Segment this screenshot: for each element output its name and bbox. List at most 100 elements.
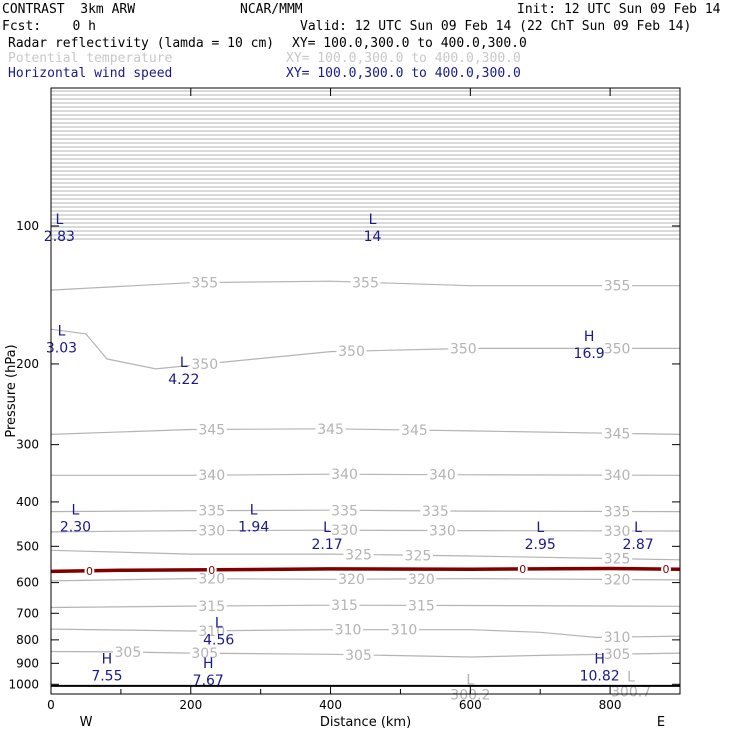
theta-label-bg — [602, 550, 633, 567]
wind-extremum-value: 2.83 — [44, 229, 75, 245]
field-name-reflectivity: Radar reflectivity (lamda = 10 cm) — [8, 36, 275, 51]
theta-label-bg — [602, 571, 633, 588]
theta-label-bg — [427, 466, 458, 483]
theta-label-350: 350 — [604, 341, 631, 357]
wind-extremum-value: 10.82 — [580, 669, 620, 685]
theta-label-340: 340 — [198, 468, 225, 484]
wind-extremum-type: L — [215, 616, 223, 632]
wind-extremum-type: H — [102, 652, 113, 668]
theta-label-320: 320 — [198, 572, 225, 588]
field-name-theta: Potential temperature — [8, 51, 173, 66]
theta-label-bg — [399, 422, 430, 439]
wind-extremum-type: L — [634, 520, 642, 536]
theta-label-bg — [196, 622, 227, 639]
wind-extremum-type: L — [250, 502, 258, 518]
wind-extremum-type: L — [323, 520, 331, 536]
theta-label-355: 355 — [191, 276, 218, 292]
y-tick-label: 600 — [16, 576, 39, 590]
theta-label-bg — [333, 621, 364, 638]
x-tick-label: 200 — [179, 698, 202, 712]
theta-label-355: 355 — [604, 279, 631, 295]
theta-label-330: 330 — [429, 524, 456, 540]
wind-extremum-value: 2.30 — [60, 519, 91, 535]
wind-extremum-value: 7.67 — [193, 673, 224, 689]
theta-label-345: 345 — [198, 422, 225, 438]
wind-extremum-type: L — [72, 502, 80, 518]
theta-label-350: 350 — [338, 344, 365, 360]
field-xy-wind: XY= 100.0,300.0 to 400.0,300.0 — [286, 66, 521, 81]
theta-label-bg — [315, 420, 346, 437]
theta-label-340: 340 — [429, 468, 456, 484]
model-title: CONTRAST 3km ARW — [2, 2, 136, 17]
reflectivity-zero-line — [50, 566, 681, 574]
y-tick-label: 100 — [16, 219, 39, 233]
theta-label-bg — [448, 340, 479, 357]
theta-label-345: 345 — [401, 423, 428, 439]
theta-contour-335 — [51, 509, 680, 513]
theta-extremum-type: L — [466, 672, 474, 688]
theta-label-310: 310 — [604, 630, 631, 646]
theta-label-325: 325 — [345, 548, 372, 564]
reflectivity-label-bg — [84, 565, 95, 576]
y-tick-label: 1000 — [8, 677, 39, 691]
wind-extremum-type: H — [203, 656, 214, 672]
x-tick-label: 0 — [47, 698, 55, 712]
theta-label-bg — [189, 356, 220, 373]
wind-extremum-value: 4.22 — [168, 372, 199, 388]
plot-frame — [50, 87, 681, 695]
theta-label-315: 315 — [331, 598, 358, 614]
theta-label-bg — [196, 467, 227, 484]
wind-extremum-type: L — [369, 212, 377, 228]
theta-label-340: 340 — [604, 468, 631, 484]
reflectivity-label-bg — [206, 564, 217, 575]
theta-contour-325 — [51, 549, 680, 561]
reflectivity-label: 0 — [208, 564, 215, 577]
center-label: NCAR/MMM — [240, 2, 303, 17]
theta-label-325: 325 — [405, 548, 432, 564]
theta-label-bg — [602, 646, 633, 663]
wind-extremum-value: 16.9 — [574, 346, 605, 362]
theta-label-335: 335 — [331, 503, 358, 519]
theta-label-bg — [427, 522, 458, 539]
theta-label-bg — [196, 597, 227, 614]
theta-contour-320 — [51, 577, 680, 582]
west-label: W — [80, 715, 93, 730]
theta-label-bg — [602, 629, 633, 646]
theta-label-bg — [196, 570, 227, 587]
theta-extremum-type: L — [627, 669, 635, 685]
theta-label-320: 320 — [604, 573, 631, 589]
x-axis-label: Distance (km) — [320, 715, 411, 730]
theta-label-bg — [329, 466, 360, 483]
init-time: Init: 12 UTC Sun 09 Feb 14 — [517, 2, 721, 17]
theta-label-bg — [602, 503, 633, 520]
theta-label-bg — [406, 597, 437, 614]
theta-label-bg — [189, 645, 220, 662]
x-tick-label: 600 — [459, 698, 482, 712]
theta-label-305: 305 — [345, 648, 372, 664]
x-tick-label: 800 — [599, 698, 622, 712]
field-xy-theta: XY= 100.0,300.0 to 400.0,300.0 — [286, 51, 521, 66]
theta-contour-345 — [51, 428, 680, 435]
theta-label-310: 310 — [198, 624, 225, 640]
theta-label-310: 310 — [391, 623, 418, 639]
reflectivity-label: 0 — [519, 563, 526, 576]
wind-extremum-value: 2.95 — [525, 537, 556, 553]
theta-extremum-value: 300.7 — [611, 684, 651, 700]
wind-extremum-value: 14 — [364, 229, 382, 245]
y-tick-label: 400 — [16, 495, 39, 509]
wind-extremum-type: H — [594, 652, 605, 668]
theta-label-bg — [402, 547, 433, 564]
theta-label-315: 315 — [408, 598, 435, 614]
x-tick-label: 400 — [319, 698, 342, 712]
theta-contour-330 — [51, 529, 680, 533]
wind-extremum-value: 1.94 — [238, 519, 269, 535]
y-axis-label: Pressure (hPa) — [4, 344, 19, 437]
wind-extremum-type: L — [180, 355, 188, 371]
theta-label-345: 345 — [604, 426, 631, 442]
theta-label-335: 335 — [198, 504, 225, 520]
theta-label-bg — [602, 425, 633, 442]
theta-label-bg — [336, 571, 367, 588]
wind-extremum-type: H — [584, 329, 595, 345]
theta-label-320: 320 — [338, 572, 365, 588]
